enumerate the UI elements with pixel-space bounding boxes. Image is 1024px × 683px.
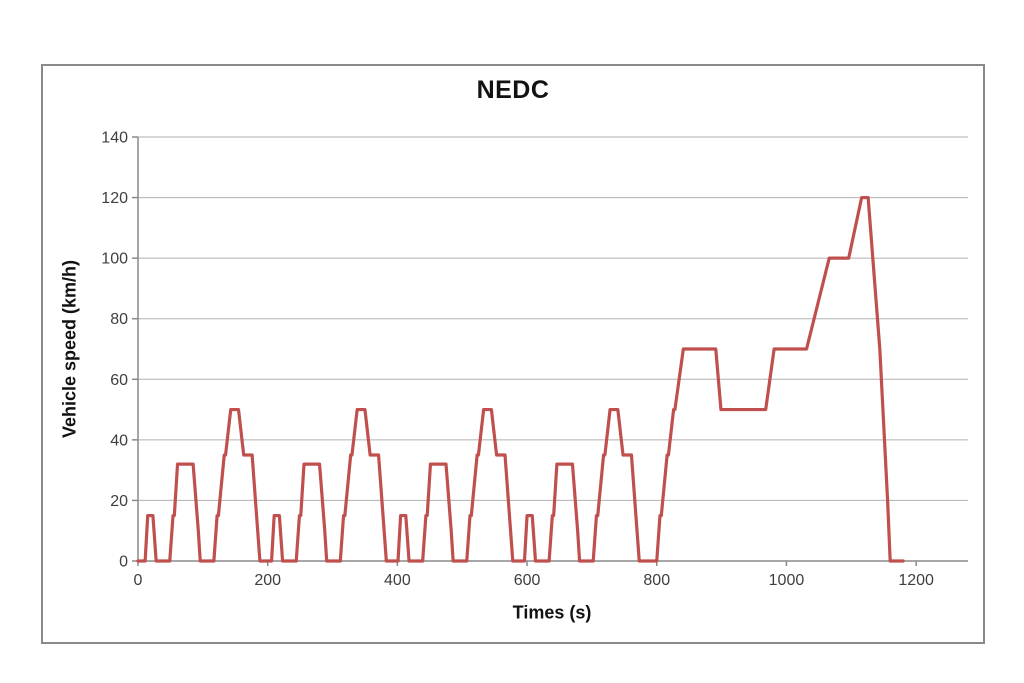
- y-tick-label: 40: [110, 432, 128, 449]
- y-tick-label: 140: [101, 130, 128, 147]
- x-tick-label: 600: [514, 572, 541, 589]
- y-tick-label: 0: [119, 554, 128, 571]
- x-tick-label: 800: [643, 572, 670, 589]
- y-tick-label: 80: [110, 311, 128, 328]
- x-axis-title: Times (s): [512, 602, 592, 623]
- plot-svg: 0 20 40 60 80 100 120 140 0 200 400 600 800 1000 1200: [101, 130, 968, 589]
- chart-title: NEDC: [476, 76, 550, 104]
- x-tick-label: 1200: [898, 572, 934, 589]
- chart-frame: NEDC Vehicle speed (km/h) Times (s) 0 20 4…: [41, 64, 985, 644]
- y-tick-label: 100: [101, 251, 128, 268]
- y-tick-label: 20: [110, 493, 128, 510]
- y-tick-label: 120: [101, 190, 128, 207]
- x-tick-label: 400: [384, 572, 411, 589]
- x-tick-label: 0: [134, 572, 143, 589]
- x-tick-label: 1000: [769, 572, 805, 589]
- y-tick-label: 60: [110, 372, 128, 389]
- x-tick-label: 200: [254, 572, 281, 589]
- series-line: [136, 195, 905, 563]
